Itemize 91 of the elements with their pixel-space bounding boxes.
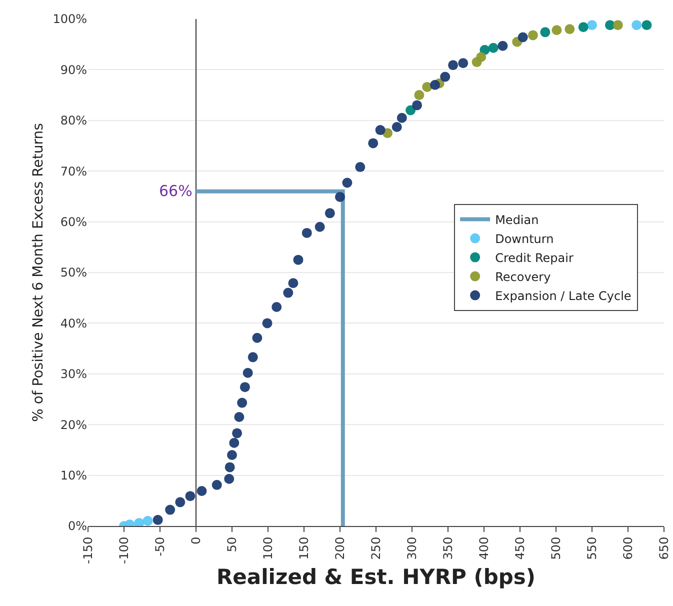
legend-label: Recovery: [495, 270, 551, 284]
y-tick-label: 90%: [60, 62, 87, 77]
point: [232, 428, 242, 438]
x-axis-title: Realized & Est. HYRP (bps): [216, 565, 536, 590]
point: [324, 208, 335, 218]
point: [196, 486, 207, 496]
x-tick-label: -150: [80, 536, 95, 564]
x-tick-label: 650: [656, 536, 671, 560]
x-tick-label: 200: [332, 536, 347, 560]
x-tick-label: 600: [620, 536, 635, 560]
point: [612, 20, 623, 30]
y-tick-label: 20%: [60, 418, 87, 432]
point: [165, 504, 176, 515]
point: [396, 112, 407, 123]
x-tick-label: 100: [260, 536, 275, 560]
y-tick-label: 80%: [60, 114, 87, 128]
point: [518, 32, 528, 42]
point: [528, 30, 538, 40]
point: [288, 278, 298, 288]
point: [342, 178, 352, 188]
y-tick-label: 100%: [52, 12, 87, 26]
point: [642, 20, 652, 30]
point: [488, 42, 498, 53]
point: [412, 100, 422, 110]
y-tick-label: 60%: [60, 215, 87, 229]
x-tick-label: 400: [476, 536, 491, 560]
point: [237, 398, 248, 408]
y-tick-label: 40%: [60, 316, 87, 330]
point: [392, 122, 402, 132]
x-tick-label: 250: [368, 536, 383, 560]
point: [375, 125, 386, 136]
point: [242, 368, 253, 378]
x-tick-label: -100: [116, 536, 131, 564]
x-tick-label: -50: [152, 536, 167, 556]
annotation: 66%: [159, 182, 192, 200]
point: [252, 332, 262, 343]
x-tick-label: 300: [404, 536, 419, 560]
y-axis-title: % of Positive Next 6 Month Excess Returns: [30, 123, 46, 422]
point: [212, 480, 222, 490]
point: [406, 105, 416, 116]
point: [430, 80, 440, 90]
point: [227, 450, 237, 460]
point: [224, 462, 235, 472]
point: [552, 25, 562, 36]
x-tick-label: 550: [584, 536, 599, 560]
point: [540, 27, 550, 38]
point: [578, 22, 588, 32]
point: [134, 518, 144, 526]
x-tick-label: 150: [296, 536, 311, 560]
point: [283, 288, 294, 298]
point: [185, 491, 196, 502]
point: [498, 40, 508, 51]
point: [240, 382, 250, 392]
legend-label: Downturn: [495, 232, 554, 246]
y-tick-label: 50%: [60, 266, 87, 280]
point: [368, 138, 378, 148]
point: [224, 474, 234, 484]
point: [458, 58, 468, 68]
legend-label: Median: [495, 212, 539, 227]
point: [422, 82, 432, 92]
y-tick-label: 0%: [68, 519, 87, 534]
point: [440, 72, 450, 82]
point: [152, 514, 163, 525]
point: [262, 318, 272, 328]
x-tick-label: 500: [548, 536, 563, 560]
point: [234, 412, 244, 422]
point: [229, 438, 240, 448]
point: [632, 20, 642, 30]
point: [355, 162, 366, 172]
x-tick-label: 350: [440, 536, 455, 560]
point: [272, 302, 282, 312]
x-tick-label: 50: [224, 536, 239, 552]
point: [248, 352, 258, 362]
point: [587, 20, 597, 30]
point: [175, 497, 186, 508]
y-tick-label: 70%: [60, 164, 87, 178]
x-tick-label: 450: [512, 536, 527, 560]
y-tick-label: 30%: [60, 367, 87, 382]
point: [448, 60, 458, 70]
x-tick-label: 0: [188, 536, 203, 544]
y-tick-label: 10%: [60, 468, 87, 482]
point: [302, 228, 312, 238]
point: [335, 192, 345, 202]
point: [314, 222, 325, 232]
legend-label: Credit Repair: [495, 250, 574, 265]
point: [142, 516, 153, 526]
legend-label: Expansion / Late Cycle: [495, 288, 632, 303]
point: [293, 254, 304, 265]
point: [476, 52, 486, 62]
point: [414, 90, 424, 100]
point: [564, 24, 575, 34]
